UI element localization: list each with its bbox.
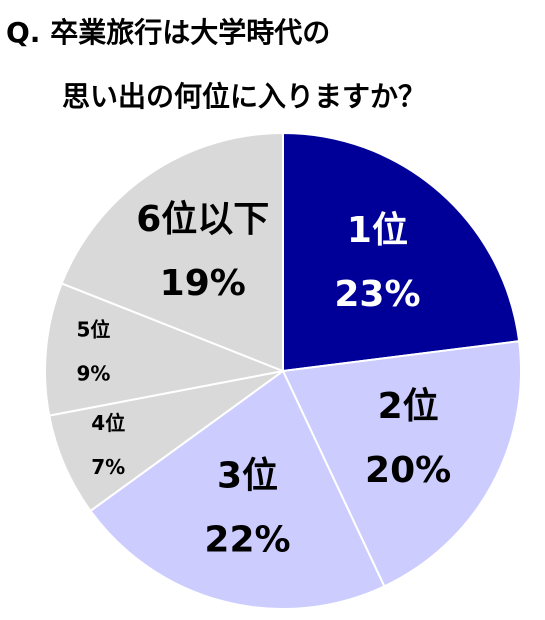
slice-category-label: 5位 bbox=[76, 318, 110, 342]
slice-category-label: 6位以下 bbox=[136, 199, 269, 240]
slice-value-label: 22% bbox=[204, 519, 290, 560]
slice-category-label: 1位 bbox=[347, 210, 408, 251]
chart-title-line: 思い出の何位に入りますか？ bbox=[62, 80, 426, 113]
slice-value-label: 20% bbox=[365, 450, 451, 491]
chart-title-line: Q. 卒業旅行は大学時代の bbox=[6, 16, 330, 49]
slice-category-label: 4位 bbox=[91, 411, 125, 435]
pie-slice bbox=[282, 131, 521, 373]
slice-category-label: 3位 bbox=[217, 455, 278, 496]
slice-value-label: 9% bbox=[76, 362, 110, 386]
pie-slice bbox=[281, 340, 522, 588]
slice-category-label: 2位 bbox=[378, 386, 439, 427]
pie-slice bbox=[44, 282, 287, 417]
pie-slice bbox=[60, 131, 284, 373]
slice-value-label: 19% bbox=[160, 263, 246, 304]
slice-value-label: 23% bbox=[334, 274, 420, 315]
pie-slice bbox=[89, 369, 386, 610]
pie-slice bbox=[48, 370, 284, 513]
slice-value-label: 7% bbox=[91, 455, 125, 479]
